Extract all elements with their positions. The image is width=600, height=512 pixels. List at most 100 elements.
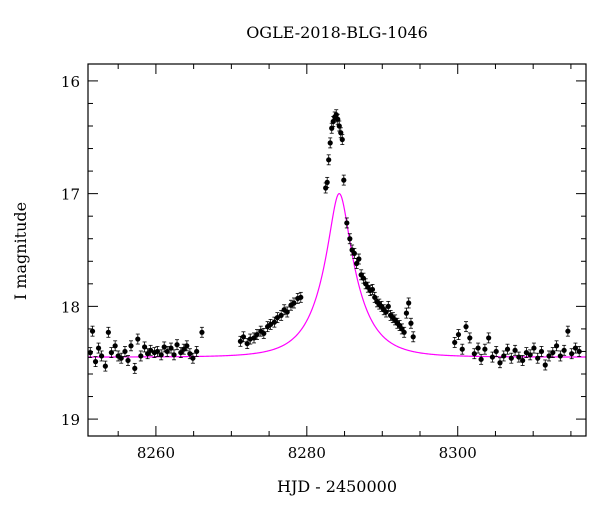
data-point <box>512 344 518 356</box>
data-point <box>89 325 96 337</box>
data-point <box>329 122 335 134</box>
data-point <box>486 332 492 344</box>
data-point <box>455 329 462 340</box>
data-point <box>369 284 376 295</box>
data-point <box>535 352 541 364</box>
data-point <box>493 346 499 357</box>
data-point <box>356 253 362 265</box>
data-point <box>122 346 128 357</box>
data-point <box>237 335 244 347</box>
data-point <box>489 351 496 363</box>
data-point <box>390 312 396 324</box>
data-point <box>190 352 196 364</box>
data-point <box>324 176 330 188</box>
data-points <box>87 109 582 374</box>
data-point <box>151 347 157 358</box>
data-point <box>138 350 144 362</box>
data-point <box>184 340 190 352</box>
data-point <box>478 353 484 365</box>
data-point <box>475 342 481 354</box>
data-point <box>199 326 205 338</box>
x-axis-label: HJD - 2450000 <box>277 477 397 496</box>
data-point <box>87 347 93 358</box>
data-point <box>347 233 353 245</box>
x-tick-label: 8300 <box>439 444 477 462</box>
data-point <box>553 340 560 352</box>
data-point <box>557 350 563 362</box>
y-tick-label: 17 <box>61 186 80 204</box>
plot-frame <box>87 63 587 437</box>
data-point <box>561 344 567 356</box>
data-point <box>504 343 511 355</box>
data-point <box>508 352 514 364</box>
data-point <box>471 348 477 360</box>
data-point <box>497 357 503 369</box>
data-point <box>102 360 108 372</box>
data-point <box>538 346 545 357</box>
major-ticks <box>88 64 586 436</box>
data-point <box>298 291 304 303</box>
data-point <box>161 341 167 353</box>
x-tick-labels: 8260 8280 8300 <box>137 444 477 462</box>
y-tick-labels: 16 17 18 19 <box>61 73 80 429</box>
data-point <box>105 326 111 338</box>
data-point <box>268 318 274 330</box>
data-point <box>135 333 141 345</box>
data-point <box>501 350 507 362</box>
data-point <box>408 317 414 329</box>
y-tick-label: 19 <box>61 411 80 429</box>
data-point <box>336 120 342 132</box>
data-point <box>542 359 548 371</box>
data-point <box>516 351 522 363</box>
data-point <box>335 113 341 125</box>
data-point <box>326 154 332 166</box>
data-point <box>576 346 582 357</box>
x-tick-label: 8260 <box>137 444 175 462</box>
data-point <box>546 350 552 362</box>
data-point <box>463 321 469 333</box>
data-point <box>125 355 131 366</box>
model-curve <box>87 192 586 358</box>
chart-title: OGLE-2018-BLG-1046 <box>246 23 428 42</box>
data-point <box>531 342 537 354</box>
y-tick-label: 18 <box>61 298 80 316</box>
data-point <box>527 349 533 361</box>
data-point <box>339 134 345 145</box>
data-point <box>385 300 391 312</box>
data-point <box>550 347 556 358</box>
data-point <box>452 337 458 348</box>
data-point <box>459 343 465 355</box>
data-point <box>291 297 297 309</box>
data-point <box>128 340 134 352</box>
data-point <box>154 346 161 357</box>
data-point <box>341 174 347 186</box>
data-point <box>327 137 333 149</box>
data-point <box>410 331 416 343</box>
data-point <box>112 340 118 352</box>
data-point <box>278 309 284 321</box>
data-point <box>141 341 148 353</box>
data-point <box>284 306 290 318</box>
data-point <box>523 347 529 358</box>
data-point <box>158 349 164 361</box>
data-point <box>171 349 177 361</box>
data-point <box>254 329 260 340</box>
data-point <box>98 350 105 362</box>
data-point <box>406 297 412 309</box>
data-point <box>482 343 488 355</box>
data-point <box>565 325 571 337</box>
data-point <box>148 344 154 356</box>
data-point <box>572 342 579 354</box>
data-point <box>274 312 280 324</box>
data-point <box>403 307 410 319</box>
data-point <box>174 339 180 351</box>
data-point <box>194 346 200 357</box>
data-point <box>360 272 367 284</box>
data-point <box>520 355 526 366</box>
data-point <box>401 326 407 338</box>
data-point <box>92 356 99 368</box>
y-axis-label: I magnitude <box>11 202 30 300</box>
x-tick-label: 8280 <box>288 444 326 462</box>
data-point <box>108 347 114 358</box>
